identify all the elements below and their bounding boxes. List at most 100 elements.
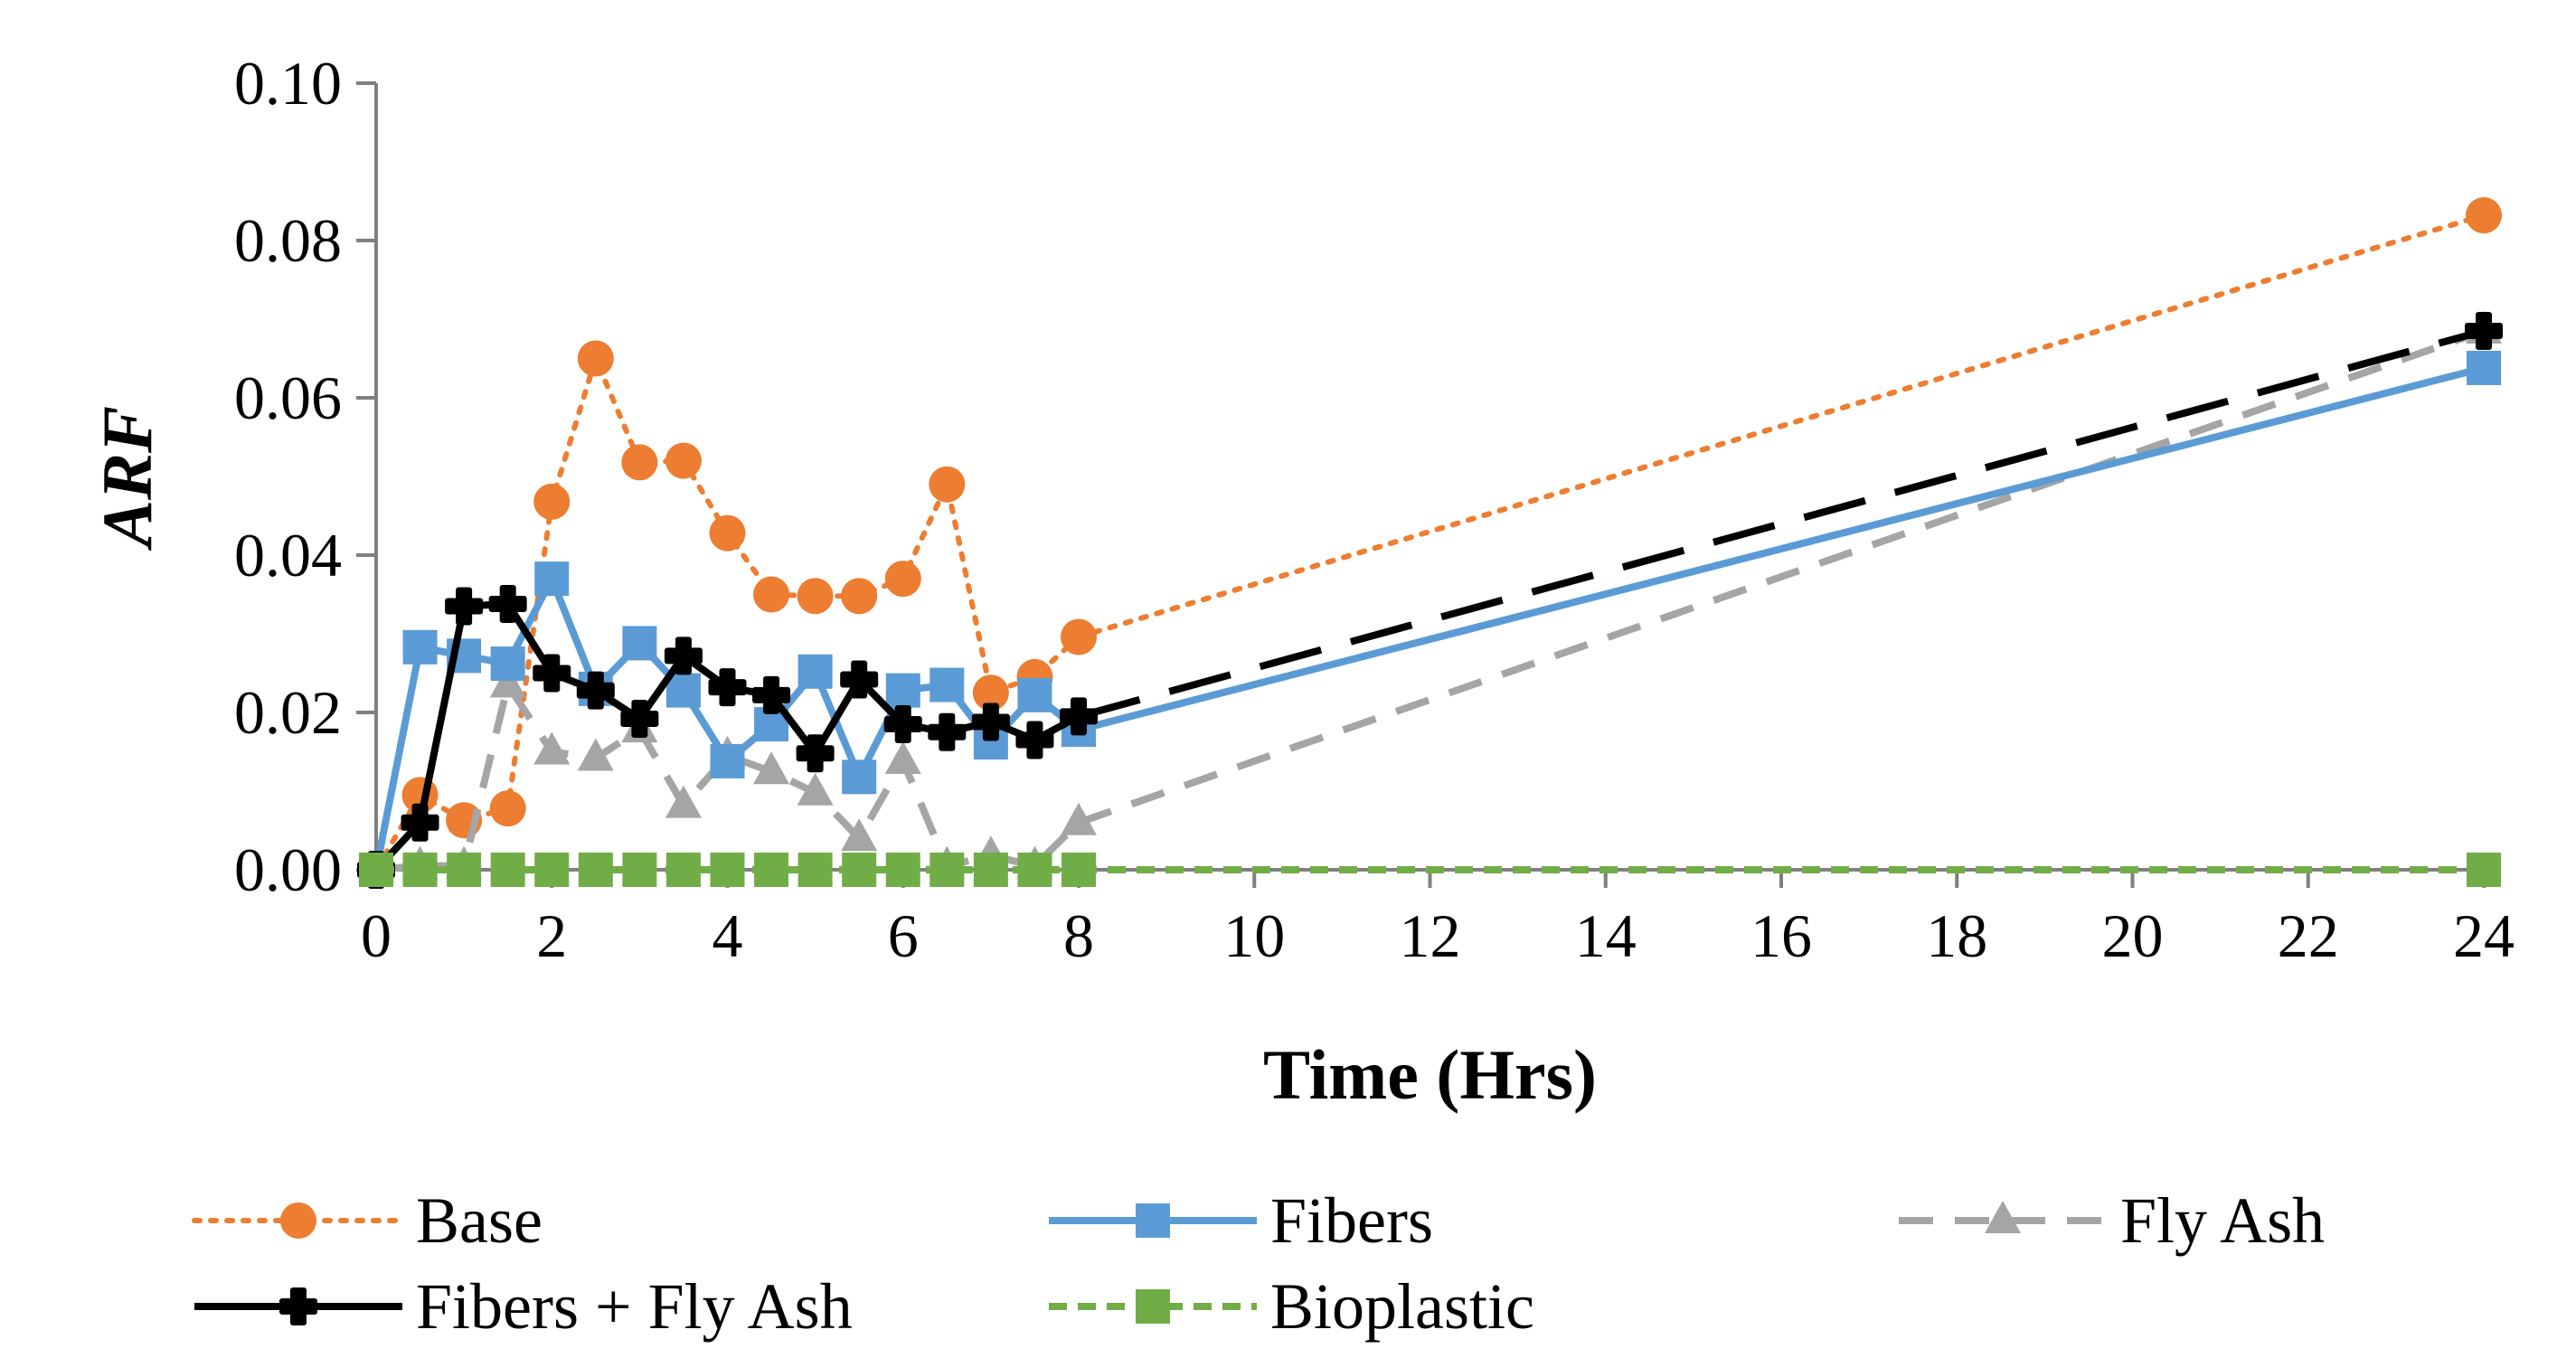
data-point: [1017, 853, 1052, 887]
data-point: [841, 818, 878, 852]
data-point: [665, 673, 701, 708]
data-point: [533, 731, 571, 765]
series: [357, 197, 2503, 889]
data-point: [621, 444, 658, 481]
data-point: [710, 743, 745, 778]
data-point: [359, 853, 393, 887]
data-point: [2467, 350, 2501, 385]
data-point: [708, 668, 747, 707]
data-point: [534, 853, 570, 887]
data-point: [401, 803, 439, 842]
data-point: [885, 853, 920, 887]
data-point: [1061, 802, 1097, 835]
data-point: [710, 853, 745, 887]
data-point: [753, 751, 790, 785]
data-point: [577, 738, 614, 771]
data-point: [489, 665, 526, 698]
x-tick-label: 12: [1400, 901, 1461, 970]
data-point: [2465, 312, 2503, 351]
data-point: [488, 584, 527, 623]
x-tick-label: 10: [1223, 901, 1285, 970]
data-point: [489, 790, 526, 827]
data-point: [929, 466, 966, 503]
x-tick-label: 22: [2278, 901, 2339, 970]
data-point: [447, 853, 482, 887]
x-tick-label: 8: [1063, 901, 1094, 970]
data-point: [752, 675, 791, 714]
legend-marker: [280, 1202, 316, 1239]
x-tick-label: 0: [361, 901, 392, 970]
data-point: [577, 340, 614, 377]
series-base: [358, 197, 2502, 888]
data-point: [797, 654, 833, 689]
legend-marker: [1136, 1203, 1170, 1238]
series-line-extension: [1078, 364, 2485, 734]
legend: Base Fibers Fly Ash Fibers + Fly Ash Bioplas…: [192, 1184, 2325, 1343]
data-point: [883, 705, 922, 744]
y-tick-label: 0.04: [234, 521, 342, 589]
data-point: [928, 712, 967, 751]
series-bioplastic: [359, 853, 2501, 887]
x-tick-label: 20: [2102, 901, 2164, 970]
ticks: 0.000.020.040.060.080.100 2 4 6 8 10 12 14 16 18 2…: [234, 49, 2515, 970]
data-point: [1062, 853, 1096, 887]
legend-marker: [1985, 1201, 2021, 1233]
data-point: [1017, 677, 1052, 712]
data-point: [665, 853, 701, 887]
data-point: [709, 514, 746, 552]
data-point: [973, 853, 1008, 887]
data-point: [796, 734, 835, 773]
x-tick-label: 14: [1575, 901, 1637, 970]
y-tick-label: 0.00: [234, 835, 342, 904]
x-tick-label: 6: [888, 901, 919, 970]
data-point: [884, 740, 921, 774]
data-point: [841, 578, 878, 615]
series-fly-ash: [358, 311, 2502, 882]
data-point: [445, 587, 484, 626]
data-point: [665, 785, 702, 818]
legend-entry: Fibers: [1049, 1184, 1433, 1257]
legend-label: Base: [416, 1184, 543, 1257]
series-line-extension: [1077, 327, 2486, 721]
data-point: [797, 772, 834, 806]
data-point: [754, 853, 789, 887]
data-point: [490, 646, 525, 682]
legend-label: Fibers + Fly Ash: [416, 1270, 853, 1343]
series-line-extension: [1076, 212, 2486, 640]
legend-label: Fibers: [1270, 1184, 1433, 1257]
legend-label: Bioplastic: [1270, 1270, 1534, 1343]
data-point: [622, 853, 657, 887]
x-tick-label: 4: [712, 901, 743, 970]
legend-entry: Fibers + Fly Ash: [194, 1270, 853, 1343]
data-point: [2467, 853, 2501, 887]
data-point: [929, 853, 965, 887]
series-fibers: [359, 350, 2501, 887]
x-tick-label: 16: [1750, 901, 1812, 970]
legend-entry: Bioplastic: [1049, 1270, 1534, 1343]
legend-entry: Base: [192, 1184, 543, 1257]
y-tick-label: 0.10: [234, 49, 342, 118]
series-line: [373, 355, 1081, 872]
data-point: [534, 561, 570, 597]
data-point: [929, 667, 965, 703]
data-point: [533, 654, 571, 693]
legend-label: Fly Ash: [2120, 1184, 2325, 1257]
legend-marker: [279, 1287, 317, 1325]
x-tick-label: 2: [536, 901, 567, 970]
data-point: [797, 853, 833, 887]
data-point: [972, 674, 1009, 712]
legend-entry: Fly Ash: [1899, 1184, 2325, 1257]
data-point: [885, 673, 920, 708]
x-tick-label: 24: [2453, 901, 2515, 970]
y-tick-label: 0.02: [234, 678, 342, 747]
x-axis-title: Time (Hrs): [1263, 1035, 1597, 1114]
data-point: [2466, 197, 2502, 234]
data-point: [576, 671, 615, 710]
data-point: [842, 853, 877, 887]
x-tick-label: 18: [1926, 901, 1987, 970]
legend-marker: [1136, 1289, 1170, 1324]
data-point: [578, 853, 613, 887]
data-point: [797, 578, 834, 615]
data-point: [1060, 697, 1098, 736]
